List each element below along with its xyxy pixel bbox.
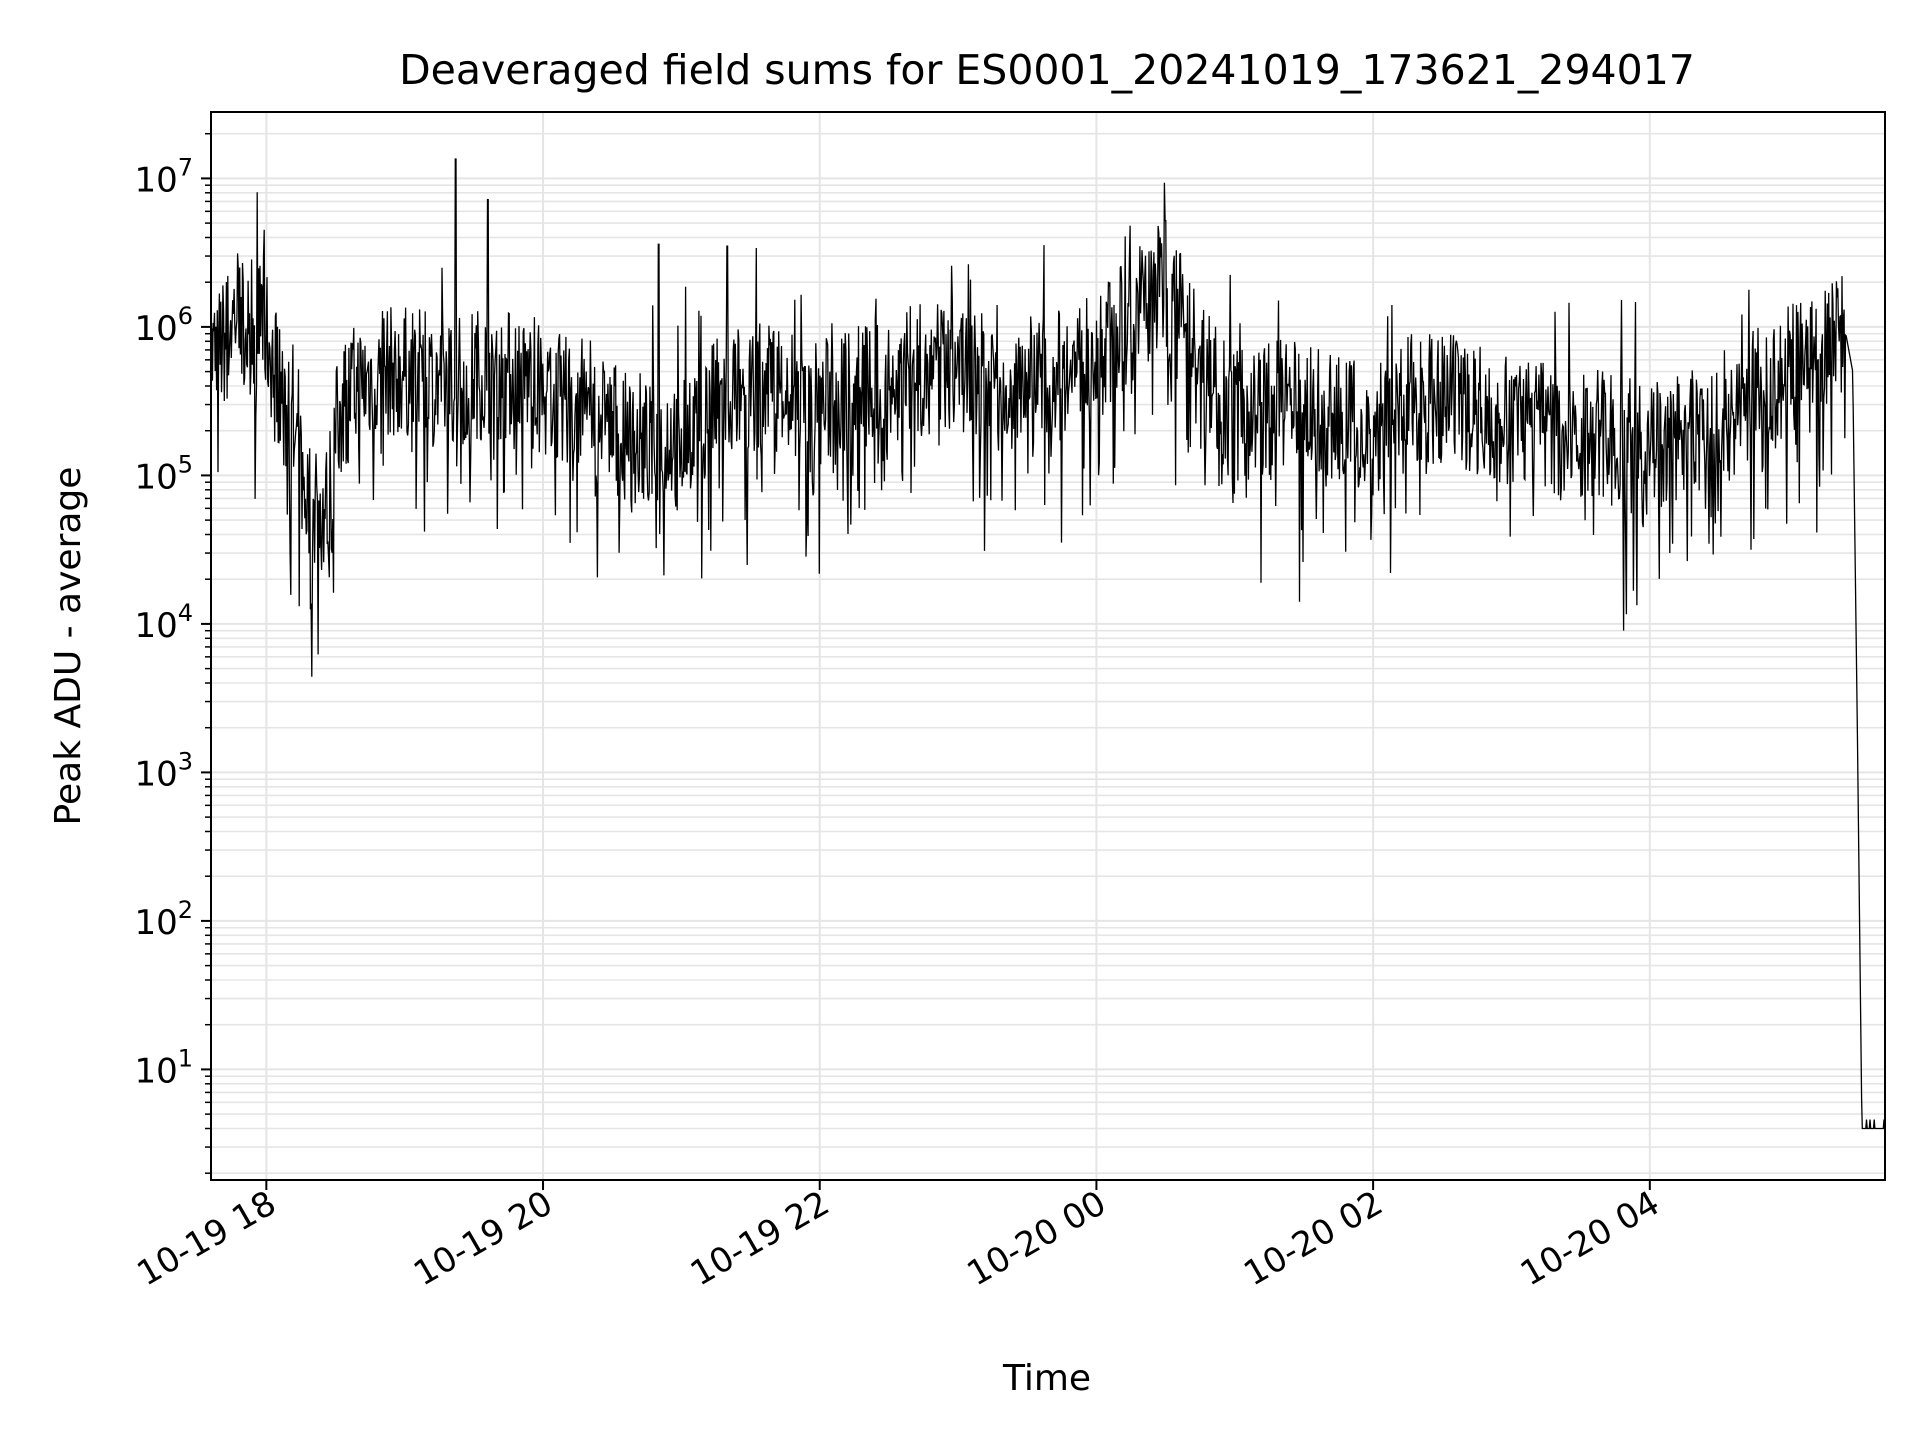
plot-area — [211, 158, 1885, 1130]
y-tick-label: 102 — [134, 896, 193, 943]
y-tick-label: 101 — [134, 1044, 193, 1091]
y-axis: 101 102 103 104 105 106 107 — [134, 132, 211, 1174]
y-tick-label: 103 — [134, 747, 193, 794]
y-tick-label: 104 — [134, 599, 193, 646]
y-tick-label: 107 — [134, 153, 193, 200]
x-axis-label: Time — [1002, 1358, 1091, 1399]
plot-frame — [210, 111, 1886, 1181]
y-tick-label: 106 — [134, 302, 193, 349]
y-axis-label: Peak ADU - average — [48, 467, 89, 826]
series-line — [211, 158, 1885, 1130]
grid — [211, 112, 1885, 1180]
chart-title: Deaveraged field sums for ES0001_2024101… — [399, 46, 1695, 94]
y-tick-label: 105 — [134, 450, 193, 497]
